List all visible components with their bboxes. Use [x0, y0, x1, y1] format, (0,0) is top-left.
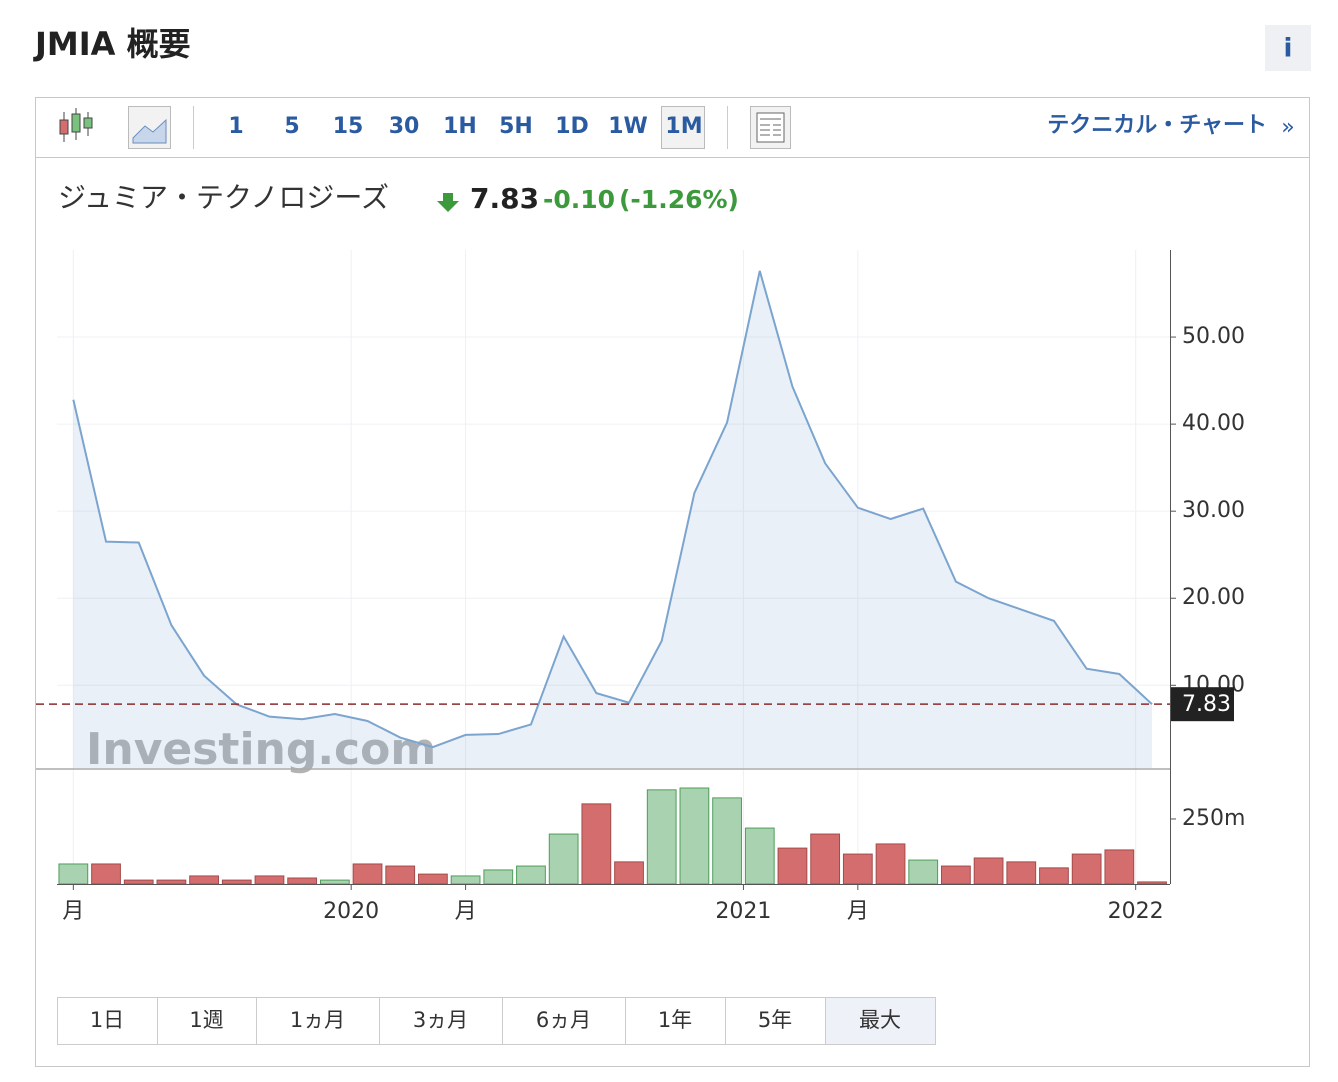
volume-bar [91, 863, 121, 885]
volume-bar [777, 847, 808, 885]
range-button[interactable] [502, 997, 626, 1045]
widget-frame [35, 97, 1310, 1067]
volume-bar [810, 833, 841, 885]
volume-bar [581, 803, 612, 885]
volume-bar [744, 827, 775, 885]
volume-bar [516, 865, 546, 885]
link-arrow: » [1281, 115, 1294, 140]
y-tick-label: 20.00 [1182, 585, 1245, 610]
volume-bar [548, 833, 579, 885]
volume-bar [1104, 849, 1135, 885]
range-label: 6ヵ月 [536, 1008, 591, 1032]
interval-button[interactable]: 1H [443, 114, 477, 139]
range-label: 1週 [189, 1008, 223, 1032]
volume-bar [1039, 867, 1069, 885]
volume-bar [189, 875, 219, 885]
range-label: 3ヵ月 [413, 1008, 468, 1032]
range-button[interactable] [825, 997, 936, 1045]
x-tick-label: 2022 [1108, 899, 1164, 924]
range-label: 最大 [859, 1008, 901, 1032]
interval-button[interactable]: 15 [333, 114, 364, 139]
volume-bar [287, 877, 318, 885]
interval-button[interactable]: 1D [555, 114, 589, 139]
volume-bar [973, 857, 1004, 885]
down-arrow [437, 193, 459, 212]
volume-bar [646, 789, 677, 885]
range-label: 5年 [758, 1008, 792, 1032]
interval-button[interactable]: 30 [389, 114, 420, 139]
volume-bar [842, 853, 873, 885]
page-title: JMIA 概要 [33, 25, 191, 63]
volume-bar [123, 879, 154, 885]
volume-bar [352, 863, 383, 885]
interval-button[interactable]: 1 [228, 114, 243, 139]
last-price: 7.83 [470, 182, 539, 215]
icon-part [59, 119, 69, 135]
volume-bar [254, 875, 285, 885]
icon-part [756, 112, 785, 143]
watermark: Investing.com [86, 724, 436, 775]
price-change-pct: (-1.26%) [619, 185, 739, 214]
volume-bar [221, 879, 252, 885]
range-button[interactable] [157, 997, 257, 1045]
volume-bar [941, 865, 971, 885]
info-button[interactable] [1265, 25, 1311, 71]
range-button[interactable] [379, 997, 503, 1045]
icon-part [760, 118, 781, 136]
range-button[interactable] [256, 997, 380, 1045]
y-tick-label: 30.00 [1182, 498, 1245, 523]
range-label: 1年 [658, 1008, 692, 1032]
y-tick-label: 40.00 [1182, 411, 1245, 436]
icon-part [83, 117, 93, 129]
interval-button[interactable]: 1M [665, 114, 702, 139]
volume-bar [908, 859, 939, 885]
interval-button[interactable]: 5 [284, 114, 299, 139]
volume-bar [1137, 881, 1167, 885]
x-tick-label: 月 [847, 899, 869, 924]
stock-name: ジュミア・テクノロジーズ [58, 181, 389, 214]
range-button[interactable] [625, 997, 726, 1045]
price-area [73, 270, 1153, 768]
x-tick-label: 2020 [323, 899, 379, 924]
volume-bar [319, 879, 350, 885]
price-line [72, 270, 1153, 749]
volume-bar [418, 873, 448, 885]
icon-part [132, 118, 167, 144]
range-label: 1日 [90, 1008, 124, 1032]
technical-link[interactable]: テクニカル・チャート [1047, 113, 1267, 138]
volume-bar [712, 797, 742, 885]
candle-icon[interactable] [59, 108, 93, 142]
last-price-box [1170, 687, 1234, 722]
volume-bar [875, 843, 906, 885]
icon-part [71, 113, 81, 133]
volume-bar [483, 869, 514, 885]
interval-button[interactable]: 5H [499, 114, 533, 139]
volume-bar [385, 865, 416, 885]
info-label: i [1284, 34, 1293, 64]
volume-bar [1006, 861, 1037, 885]
interval-selected [661, 106, 705, 149]
volume-bar [679, 787, 710, 885]
price-change: -0.10 [543, 185, 615, 214]
x-tick-label: 月 [455, 899, 477, 924]
volume-bar [1071, 853, 1102, 885]
y-tick-label: 250m [1182, 806, 1245, 831]
volume-bar [614, 861, 644, 885]
interval-button[interactable]: 1W [608, 114, 648, 139]
volume-bar [156, 879, 187, 885]
range-label: 1ヵ月 [290, 1008, 345, 1032]
range-button[interactable] [57, 997, 158, 1045]
last-price-label: 7.83 [1182, 692, 1231, 717]
volume-bar [450, 875, 481, 885]
x-tick-label: 月 [62, 899, 84, 924]
volume-bar [58, 863, 89, 885]
y-tick-label: 50.00 [1182, 324, 1245, 349]
x-tick-label: 2021 [715, 899, 771, 924]
